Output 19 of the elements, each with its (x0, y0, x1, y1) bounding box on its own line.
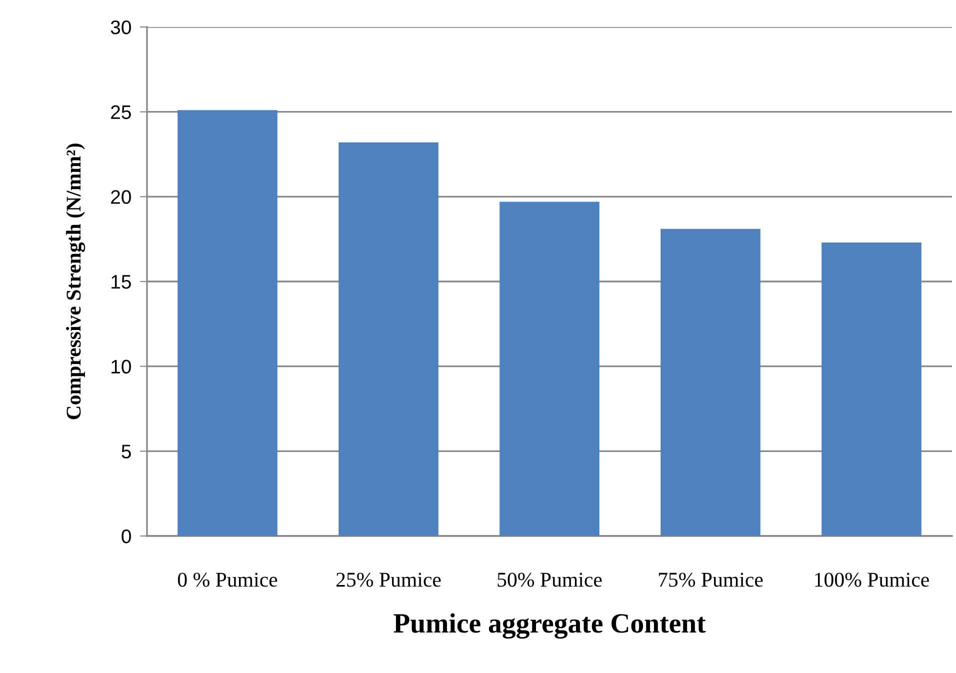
x-tick-label: 75% Pumice (658, 572, 763, 587)
y-tick-label: 15 (112, 275, 131, 289)
y-tick-label: 10 (112, 360, 131, 374)
x-tick-label: 100% Pumice (815, 572, 929, 587)
x-tick-label: 0 % Pumice (178, 572, 278, 587)
bar (178, 110, 278, 536)
x-axis-title: Pumice aggregate Content (394, 613, 706, 639)
x-tick-label: 50% Pumice (498, 572, 602, 587)
bar (822, 242, 922, 536)
bar (338, 142, 438, 536)
y-tick-label: 25 (111, 105, 131, 120)
y-axis-title: Compressive Strength (N/mm²) (66, 144, 86, 420)
y-tick-label: 30 (110, 20, 131, 34)
y-tick-label: 5 (122, 444, 131, 458)
bar (500, 202, 600, 536)
bar (660, 228, 760, 536)
x-tick-label: 25% Pumice (336, 572, 441, 587)
y-tick-label: 20 (111, 190, 131, 204)
y-tick-label: 0 (122, 529, 131, 544)
